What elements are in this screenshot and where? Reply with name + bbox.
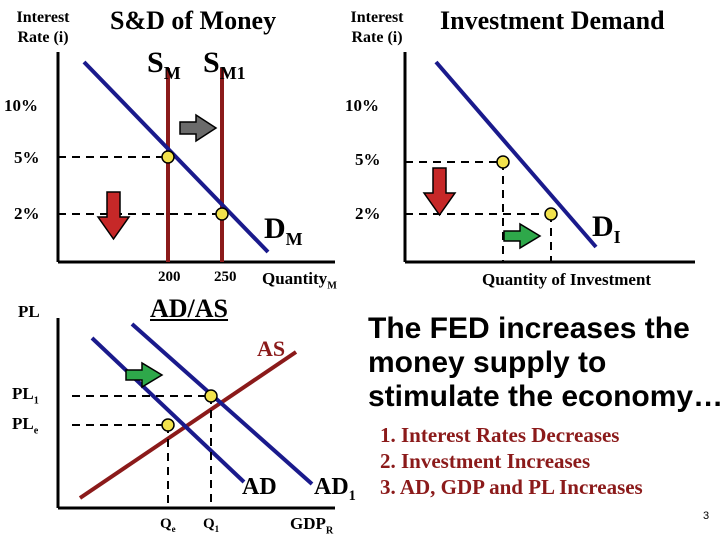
adas-ple-sub: e: [33, 425, 39, 437]
adas-title: AD/AS: [150, 294, 229, 323]
money-equilibrium-point: [161, 150, 175, 164]
adas-x-axis-sub: R: [325, 525, 334, 537]
money-demand-dm: [82, 60, 270, 254]
interest-down-arrow: [96, 191, 131, 241]
money-rate-2: 2%: [14, 204, 40, 223]
effects-list-text: Investment Increases: [401, 449, 591, 473]
effects-list-item: 2. Investment Increases: [380, 448, 643, 474]
money-y-axis-title-line2: Rate (i): [17, 29, 69, 46]
effects-list-num: 1.: [380, 423, 396, 447]
aggregate-supply-as: [78, 350, 298, 500]
investment-increase-arrow: [503, 222, 542, 250]
aggregate-demand-ad1: [130, 322, 314, 486]
money-supply-sm-label: SM: [147, 46, 181, 84]
adas-pl1-letter: PL: [12, 384, 34, 403]
money-supply-sm1-letter: S: [203, 46, 220, 79]
ad-shift-arrow: [125, 361, 164, 389]
aggregate-demand-ad: [90, 336, 246, 484]
adas-qe-label: Qe: [160, 516, 176, 534]
investment-interest-down-arrow: [422, 167, 457, 217]
investment-rate-10: 10%: [345, 96, 379, 115]
ad-label: AD: [242, 474, 277, 500]
adas-graph: [56, 318, 335, 510]
explanation-line1: The FED increases the: [368, 312, 690, 345]
slide-number: 3: [703, 510, 710, 522]
money-y-axis-title: Interest Rate (i): [2, 8, 84, 48]
investment-demand-sub: I: [613, 227, 621, 247]
money-demand-letter: D: [264, 212, 286, 245]
investment-rate-5: 5%: [355, 150, 381, 169]
effects-list-item: 3. AD, GDP and PL Increases: [380, 474, 643, 500]
effects-list-text: AD, GDP and PL Increases: [399, 475, 643, 499]
investment-demand-letter: D: [592, 210, 614, 243]
money-rate-5: 5%: [14, 148, 40, 167]
adas-pl1-sub: 1: [33, 395, 39, 407]
adas-x-axis-text: GDP: [290, 514, 326, 533]
investment-point-2: [544, 207, 558, 221]
money-qty-200: 200: [158, 269, 181, 285]
explanation-block: The FED increases the money supply to st…: [368, 312, 720, 414]
money-market-title: S&D of Money: [110, 6, 277, 35]
investment-y-axis-title: Interest Rate (i): [336, 8, 418, 48]
effects-list-text: Interest Rates Decreases: [401, 423, 620, 447]
money-market-graph: [56, 52, 335, 264]
adas-ple-letter: PL: [12, 414, 34, 433]
adas-pl1-label: PL1: [12, 384, 39, 406]
investment-point-5: [496, 155, 510, 169]
explanation-line3: stimulate the economy…: [368, 380, 720, 413]
effects-list-item: 1. Interest Rates Decreases: [380, 422, 643, 448]
investment-demand-graph: [403, 52, 695, 264]
money-demand-sub: M: [285, 229, 303, 249]
effects-list: 1. Interest Rates Decreases 2. Investmen…: [380, 422, 643, 500]
effects-list-num: 3.: [380, 475, 396, 499]
investment-rate-2: 2%: [355, 204, 381, 223]
investment-y-axis-title-line1: Interest: [350, 9, 404, 26]
ad1-sub: 1: [348, 487, 356, 504]
adas-new-equilibrium: [204, 389, 218, 403]
adas-q1-label: Q1: [203, 516, 219, 534]
ad1-label: AD1: [314, 474, 356, 505]
money-y-axis-title-line1: Interest: [16, 9, 70, 26]
money-new-equilibrium-point: [215, 207, 229, 221]
money-rate-10: 10%: [4, 96, 38, 115]
investment-x-axis-label: Quantity of Investment: [482, 270, 652, 289]
adas-initial-equilibrium: [161, 418, 175, 432]
adas-q1-letter: Q: [203, 516, 215, 532]
adas-qe-sub: e: [171, 524, 176, 534]
money-x-axis-text: Quantity: [262, 269, 328, 288]
explanation-line2: money supply to: [368, 346, 607, 379]
money-supply-sm1-sub: M1: [219, 63, 246, 83]
money-x-axis-sub: M: [327, 280, 337, 292]
investment-demand-di: [434, 60, 598, 249]
money-demand-label: DM: [264, 212, 303, 250]
money-x-axis-label: QuantityM: [262, 269, 337, 291]
adas-y-axis-label: PL: [18, 302, 40, 321]
money-supply-shift-arrow: [179, 113, 218, 143]
effects-list-num: 2.: [380, 449, 396, 473]
money-qty-250: 250: [214, 269, 237, 285]
investment-y-axis-title-line2: Rate (i): [351, 29, 403, 46]
money-supply-sm-letter: S: [147, 46, 164, 79]
as-label: AS: [257, 336, 286, 361]
adas-x-axis-label: GDPR: [290, 514, 333, 536]
investment-demand-label: DI: [592, 210, 621, 248]
adas-ple-label: PLe: [12, 414, 38, 436]
money-supply-sm-sub: M: [163, 63, 181, 83]
ad1-letter: AD: [314, 474, 349, 500]
investment-title: Investment Demand: [440, 6, 665, 35]
money-supply-sm1-label: SM1: [203, 46, 246, 84]
adas-q1-sub: 1: [214, 524, 220, 534]
adas-qe-letter: Q: [160, 516, 172, 532]
